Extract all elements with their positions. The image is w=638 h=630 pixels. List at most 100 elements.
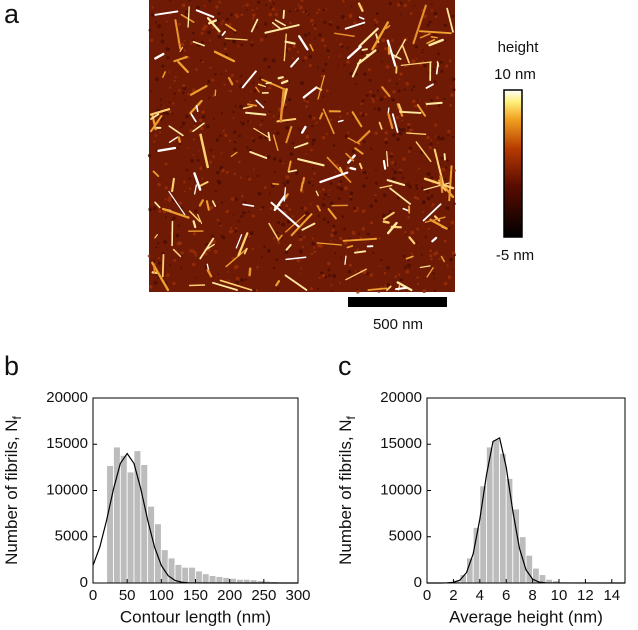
speckle [431,3,433,6]
speckle [201,110,205,114]
speckle [353,21,357,25]
speckle [348,13,353,18]
speckle [430,98,433,102]
speckle [171,102,175,105]
fibril [371,21,389,51]
speckle [303,206,307,210]
speckle [211,234,215,238]
speckle [298,237,303,242]
speckle [437,52,440,56]
fibril [284,274,308,291]
speckle [331,290,334,292]
speckle [434,123,438,127]
speckle [150,90,153,93]
fit-curve [92,452,299,584]
speckle [407,126,411,129]
speckle [385,265,390,270]
speckle [362,170,367,175]
speckle [398,170,402,174]
speckle [291,141,295,145]
speckle [232,110,235,114]
fibril [271,21,283,31]
speckle [181,121,186,126]
speckle [268,192,271,195]
speckle [356,288,358,291]
speckle [187,92,190,96]
speckle [413,104,417,108]
speckle [253,89,257,93]
speckle [450,93,454,97]
speckle [440,136,445,141]
fibril [358,162,363,170]
speckle [151,6,154,9]
fibril [219,279,253,291]
fibril [157,146,177,152]
speckle [272,266,276,270]
speckle [407,149,411,153]
speckle [219,222,222,226]
speckle [412,85,416,88]
speckle [239,121,242,123]
speckle [416,197,420,201]
fibril [150,113,160,120]
bar [188,566,196,584]
fibril [319,112,324,120]
speckle [447,129,451,134]
fibril [349,166,357,171]
speckle [240,74,243,78]
speckle [159,98,162,101]
speckle [330,234,334,238]
speckle [268,110,271,114]
speckle [251,41,254,44]
scale-bar [348,297,447,307]
speckle [272,157,277,161]
x-tick-label: 4 [476,587,484,604]
fibril [187,6,190,28]
speckle [395,82,399,85]
speckle [373,18,377,22]
x-tick-label: 8 [528,587,536,604]
speckle [230,197,235,202]
speckle [305,97,309,101]
speckle [216,171,220,175]
speckle [156,242,160,245]
speckle [328,22,333,27]
speckle [251,8,254,12]
y-tick-label: 5000 [389,528,422,545]
speckle [158,209,162,213]
speckle [226,209,230,213]
bar [505,478,514,584]
speckle [430,257,433,261]
speckle [232,130,237,134]
speckle [150,13,155,17]
bar [208,575,217,584]
speckle [188,0,191,2]
speckle [252,81,255,84]
speckle [161,105,164,108]
speckle [380,60,383,63]
speckle [360,102,363,106]
x-tick-label: 0 [89,587,97,604]
speckle [332,224,336,228]
speckle [449,104,452,107]
fibril [242,105,253,110]
fibril [344,255,347,265]
speckle [408,146,413,150]
speckle [382,213,386,218]
speckle [336,64,339,67]
panel-label: c [338,351,352,381]
fibril [161,207,190,219]
colorbar-max: 10 nm [494,66,536,83]
speckle [406,263,411,268]
fibril [168,136,179,144]
fibril [353,250,367,254]
speckle [347,270,352,274]
fibril [385,24,391,30]
speckle [448,59,452,63]
speckle [350,5,353,8]
speckle [423,14,427,18]
speckle [179,142,182,146]
speckle [234,105,237,108]
fibril [423,177,455,190]
speckle [430,194,434,198]
